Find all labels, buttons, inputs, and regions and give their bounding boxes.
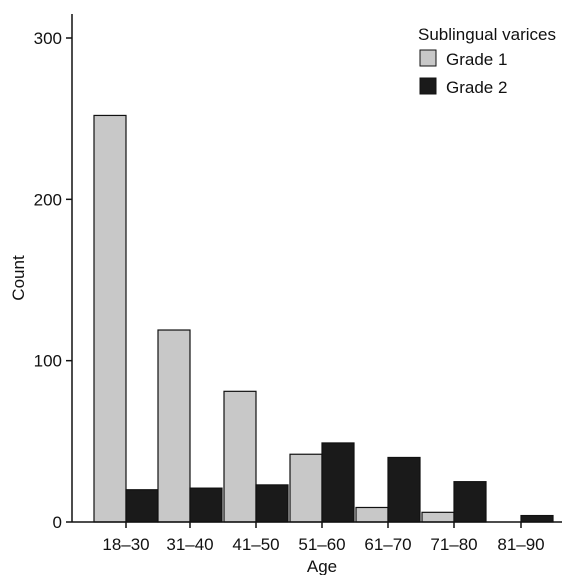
bar-grade-2-2 [255,484,289,523]
x-axis-title: Age [307,557,337,575]
legend: Sublingual varices Grade 1 Grade 2 [418,25,556,97]
x-tick-label: 71–80 [430,535,477,554]
legend-label-grade-1: Grade 1 [446,50,507,69]
x-tick-label: 51–60 [298,535,345,554]
y-tick-label: 0 [53,513,62,532]
bar-grade-1-5 [421,511,455,523]
bar-grade-2-1 [189,487,223,523]
x-tick-label: 31–40 [166,535,213,554]
x-tick-label: 61–70 [364,535,411,554]
bar-grade-2-4 [387,456,421,523]
bar-grade-1-2 [223,390,257,523]
legend-swatch-grade-1 [419,49,437,67]
bar-grade-1-1 [157,329,191,523]
y-tick-label: 200 [34,190,62,209]
legend-swatch-grade-2 [419,77,437,95]
bar-grade-2-5 [453,481,487,523]
y-ticks: 0 100 200 300 [34,29,72,532]
axes [71,14,562,523]
legend-label-grade-2: Grade 2 [446,78,507,97]
y-tick-label: 100 [34,352,62,371]
y-tick-label: 300 [34,29,62,48]
bars [93,114,554,523]
legend-title: Sublingual varices [418,25,556,44]
x-ticks: 18–30 31–40 41–50 51–60 61–70 71–80 81–90 [102,522,545,554]
bar-grade-1-0 [93,114,127,523]
x-tick-label: 18–30 [102,535,149,554]
bar-grade-2-0 [125,489,159,523]
bar-grade-2-6 [520,514,554,523]
bar-grade-1-4 [355,506,389,523]
bar-grade-2-3 [321,442,355,523]
y-axis-title: Count [9,255,28,301]
x-tick-label: 81–90 [497,535,544,554]
bar-grade-1-3 [289,453,323,523]
x-tick-label: 41–50 [232,535,279,554]
